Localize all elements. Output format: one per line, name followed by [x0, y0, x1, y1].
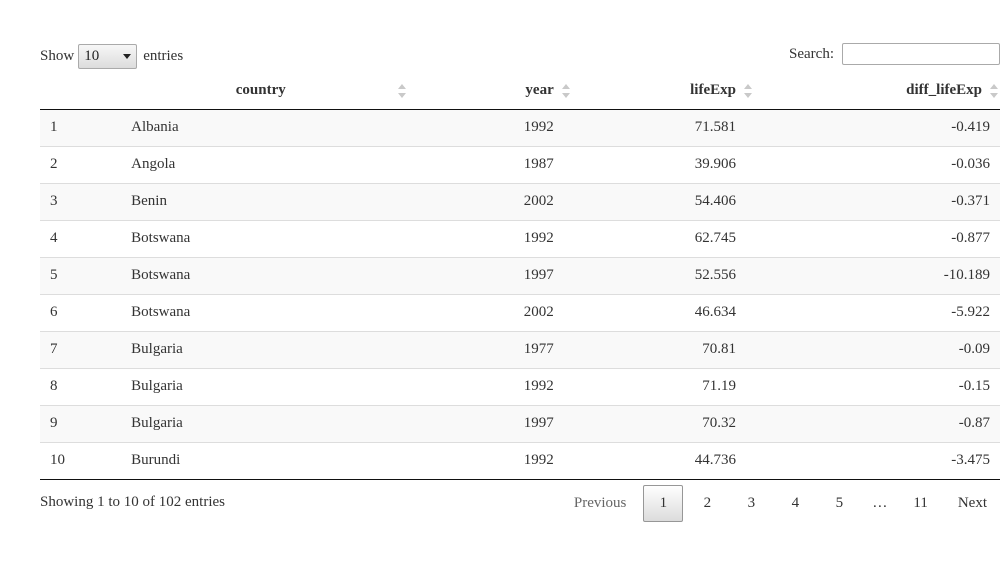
- table-row: 3 Benin 2002 54.406 -0.371: [40, 182, 1000, 220]
- row-index-cell: 7: [40, 330, 132, 368]
- country-cell: Bulgaria: [131, 330, 409, 368]
- diff-lifeexp-cell: -0.09: [753, 330, 1000, 368]
- lifeexp-cell: 54.406: [571, 182, 754, 220]
- year-cell: 1992: [408, 441, 572, 480]
- table-row: 2 Angola 1987 39.906 -0.036: [40, 145, 1000, 183]
- chevron-down-icon: [123, 53, 132, 59]
- table-header-row: country year lifeExp diff_lifeExp: [40, 73, 1000, 110]
- lifeexp-cell: 39.906: [571, 145, 754, 183]
- column-header-country[interactable]: country: [131, 73, 409, 110]
- diff-lifeexp-cell: -3.475: [753, 441, 1000, 480]
- page-button-2[interactable]: 2: [703, 495, 712, 511]
- row-index-cell: 4: [40, 219, 132, 257]
- show-label: Show: [40, 47, 75, 64]
- column-header-index: [40, 73, 132, 110]
- table-row: 9 Bulgaria 1997 70.32 -0.87: [40, 404, 1000, 442]
- country-cell: Albania: [131, 119, 179, 135]
- sort-both-icon: [398, 83, 407, 98]
- year-cell: 2002: [408, 182, 572, 220]
- data-table: country year lifeExp diff_lifeExp: [40, 73, 1000, 480]
- table-row: 10 Burundi 1992 44.736 -3.475: [40, 441, 1000, 480]
- table-row: 7 Bulgaria 1977 70.81 -0.09: [40, 330, 1000, 368]
- entries-label: entries: [143, 47, 184, 64]
- search-control: Search:: [789, 42, 1000, 66]
- country-cell: Benin: [131, 182, 409, 220]
- year-cell: 1987: [408, 145, 572, 183]
- row-index-cell: 10: [40, 441, 132, 480]
- diff-lifeexp-cell: -0.877: [753, 219, 1000, 257]
- year-cell: 1992: [408, 219, 572, 257]
- page-button-3[interactable]: 3: [747, 495, 756, 511]
- country-cell: Bulgaria: [131, 367, 409, 405]
- column-header-lifeexp[interactable]: lifeExp: [571, 73, 754, 110]
- year-cell: 2002: [408, 293, 572, 331]
- column-header-label: country: [235, 82, 286, 99]
- row-index-cell: 2: [40, 145, 132, 183]
- entries-per-page-select[interactable]: 10: [78, 43, 138, 69]
- page-button-4[interactable]: 4: [791, 495, 800, 511]
- table-row: 5 Botswana 1997 52.556 -10.189: [40, 256, 1000, 294]
- lifeexp-cell: 44.736: [571, 441, 754, 480]
- lifeexp-cell: 70.81: [571, 330, 754, 368]
- column-header-label: diff_lifeExp: [906, 82, 982, 99]
- row-index-cell: 5: [40, 256, 132, 294]
- sort-both-icon: [743, 83, 752, 98]
- lifeexp-cell: 71.581: [694, 119, 736, 135]
- column-header-year[interactable]: year: [408, 73, 572, 110]
- table-row: 8 Bulgaria 1992 71.19 -0.15: [40, 367, 1000, 405]
- search-input[interactable]: [842, 43, 1000, 65]
- lifeexp-cell: 71.19: [571, 367, 754, 405]
- pagination-ellipsis: …: [872, 495, 888, 511]
- search-label: Search:: [789, 45, 834, 62]
- column-header-diff-lifeexp[interactable]: diff_lifeExp: [753, 73, 1000, 110]
- entries-per-page-value: 10: [84, 47, 100, 64]
- country-cell: Botswana: [131, 256, 409, 294]
- diff-lifeexp-cell: -0.15: [753, 367, 1000, 405]
- row-index-cell: 8: [40, 367, 132, 405]
- country-cell: Botswana: [131, 293, 409, 331]
- sort-both-icon: [990, 83, 998, 98]
- previous-page-button[interactable]: Previous: [573, 495, 627, 511]
- diff-lifeexp-cell: -0.371: [753, 182, 1000, 220]
- diff-lifeexp-cell: -10.189: [753, 256, 1000, 294]
- row-index-cell: 1: [50, 119, 58, 135]
- table-row: 4 Botswana 1992 62.745 -0.877: [40, 219, 1000, 257]
- country-cell: Angola: [131, 145, 409, 183]
- page-button-5[interactable]: 5: [835, 495, 844, 511]
- column-header-label: year: [525, 82, 554, 99]
- row-index-cell: 9: [40, 404, 132, 442]
- page-button-1[interactable]: 1: [643, 485, 684, 522]
- next-page-button[interactable]: Next: [957, 495, 987, 511]
- country-cell: Bulgaria: [131, 404, 409, 442]
- lifeexp-cell: 70.32: [571, 404, 754, 442]
- row-index-cell: 6: [40, 293, 132, 331]
- year-cell: 1992: [408, 367, 572, 405]
- length-control: Show 10 entries: [40, 43, 183, 69]
- lifeexp-cell: 46.634: [571, 293, 754, 331]
- table-info: Showing 1 to 10 of 102 entries: [40, 494, 225, 510]
- year-cell: 1997: [408, 404, 572, 442]
- lifeexp-cell: 62.745: [571, 219, 754, 257]
- page-button-11[interactable]: 11: [913, 495, 928, 511]
- country-cell: Botswana: [131, 219, 409, 257]
- sort-both-icon: [561, 83, 570, 98]
- country-cell: Burundi: [131, 441, 409, 480]
- pagination: Previous 1 2 3 4 5 … 11 Next: [557, 485, 1000, 522]
- year-cell: 1997: [408, 256, 572, 294]
- table-row: 6 Botswana 2002 46.634 -5.922: [40, 293, 1000, 331]
- diff-lifeexp-cell: -0.036: [753, 145, 1000, 183]
- lifeexp-cell: 52.556: [571, 256, 754, 294]
- column-header-label: lifeExp: [690, 82, 736, 99]
- diff-lifeexp-cell: -0.419: [951, 119, 990, 135]
- diff-lifeexp-cell: -0.87: [753, 404, 1000, 442]
- row-index-cell: 3: [40, 182, 132, 220]
- table-row: 1 Albania 1992 71.581 -0.419: [40, 109, 1000, 146]
- diff-lifeexp-cell: -5.922: [753, 293, 1000, 331]
- year-cell: 1977: [408, 330, 572, 368]
- year-cell: 1992: [523, 119, 554, 135]
